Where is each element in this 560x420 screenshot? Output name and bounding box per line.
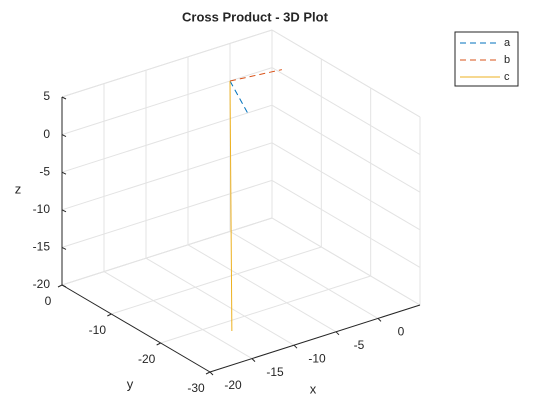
x-tick-label: -10: [308, 351, 326, 365]
grid-line: [271, 29, 421, 118]
y-tick-label: -30: [187, 381, 205, 395]
legend-label: b: [504, 54, 510, 66]
grid-line: [111, 246, 322, 315]
y-axis-line: [61, 284, 211, 373]
z-tick: [61, 209, 67, 213]
y-tick-label: 0: [45, 294, 52, 308]
grid-line: [61, 104, 273, 173]
series-line: [229, 80, 233, 332]
grid-line: [61, 142, 273, 211]
y-tick-label: -20: [138, 352, 156, 366]
x-tick-label: -20: [224, 378, 242, 392]
grid-line: [271, 104, 421, 193]
y-tick: [57, 284, 63, 288]
x-tick: [293, 344, 298, 349]
x-tick-label: 0: [398, 325, 405, 339]
x-tick: [251, 358, 256, 362]
grid-line: [271, 217, 421, 306]
grid-line: [103, 271, 253, 360]
series-line: [229, 69, 282, 82]
grid-line: [229, 230, 379, 319]
grid-line: [61, 217, 273, 286]
y-tick: [205, 371, 211, 375]
grid-line: [271, 142, 421, 231]
grid-line: [271, 67, 421, 156]
legend-label: c: [504, 71, 510, 83]
z-tick-label: -5: [39, 164, 50, 178]
z-tick: [61, 96, 67, 100]
z-tick: [61, 134, 67, 138]
z-tick: [61, 246, 67, 250]
z-axis-label: z: [15, 181, 22, 196]
grid-line: [187, 244, 337, 333]
z-tick-label: -10: [33, 202, 51, 216]
z-tick-label: -15: [33, 240, 51, 254]
grid-line: [61, 179, 273, 248]
x-tick: [377, 318, 382, 322]
grid-line: [61, 67, 273, 136]
grid-line: [61, 29, 273, 98]
y-tick: [156, 342, 161, 346]
chart-title: Cross Product - 3D Plot: [182, 9, 329, 24]
z-tick: [61, 284, 67, 288]
grid-line: [160, 275, 371, 344]
y-tick-label: -10: [89, 323, 107, 337]
y-tick: [107, 313, 112, 317]
x-tick-label: -5: [354, 338, 365, 352]
grid-line: [145, 257, 295, 346]
legend-label: a: [504, 37, 511, 49]
series-line: [229, 80, 249, 115]
z-tick-label: -20: [33, 277, 51, 291]
x-axis-line: [209, 304, 421, 373]
z-tick-label: 5: [43, 89, 50, 103]
z-tick: [61, 171, 67, 175]
x-tick-label: -15: [266, 365, 284, 379]
y-axis-label: y: [127, 376, 134, 391]
z-tick-label: 0: [43, 127, 50, 141]
x-tick: [209, 371, 214, 376]
x-tick: [335, 331, 340, 336]
x-axis-label: x: [310, 381, 317, 396]
grid-line: [271, 179, 421, 268]
